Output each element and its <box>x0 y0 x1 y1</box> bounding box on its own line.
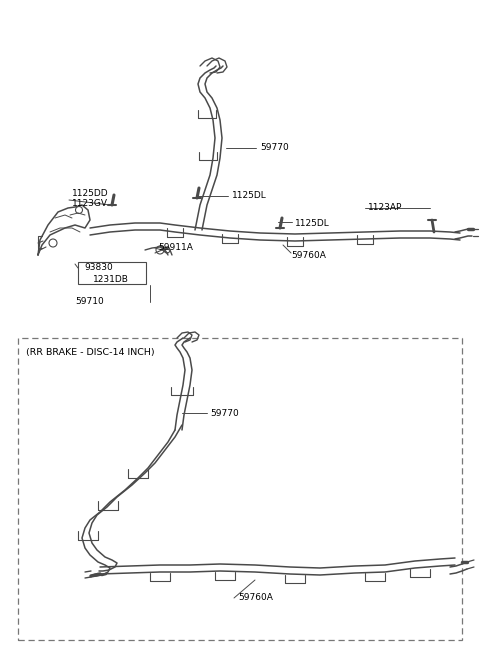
Text: 59760A: 59760A <box>291 251 326 260</box>
Text: 59770: 59770 <box>210 409 239 417</box>
Text: 1123AP: 1123AP <box>368 203 402 213</box>
Text: 1125DD: 1125DD <box>72 188 108 197</box>
Bar <box>18 338 462 640</box>
Text: 93830: 93830 <box>84 264 113 272</box>
Text: 1123GV: 1123GV <box>72 199 108 207</box>
Text: 59911A: 59911A <box>158 243 193 253</box>
Text: (RR BRAKE - DISC-14 INCH): (RR BRAKE - DISC-14 INCH) <box>26 348 155 358</box>
Text: 1125DL: 1125DL <box>232 192 267 201</box>
Text: 59710: 59710 <box>75 298 104 306</box>
Bar <box>78 262 146 284</box>
Text: 1231DB: 1231DB <box>93 274 129 283</box>
Text: 59770: 59770 <box>260 144 289 152</box>
Text: 1125DL: 1125DL <box>295 218 330 228</box>
Text: 59760A: 59760A <box>238 594 273 602</box>
